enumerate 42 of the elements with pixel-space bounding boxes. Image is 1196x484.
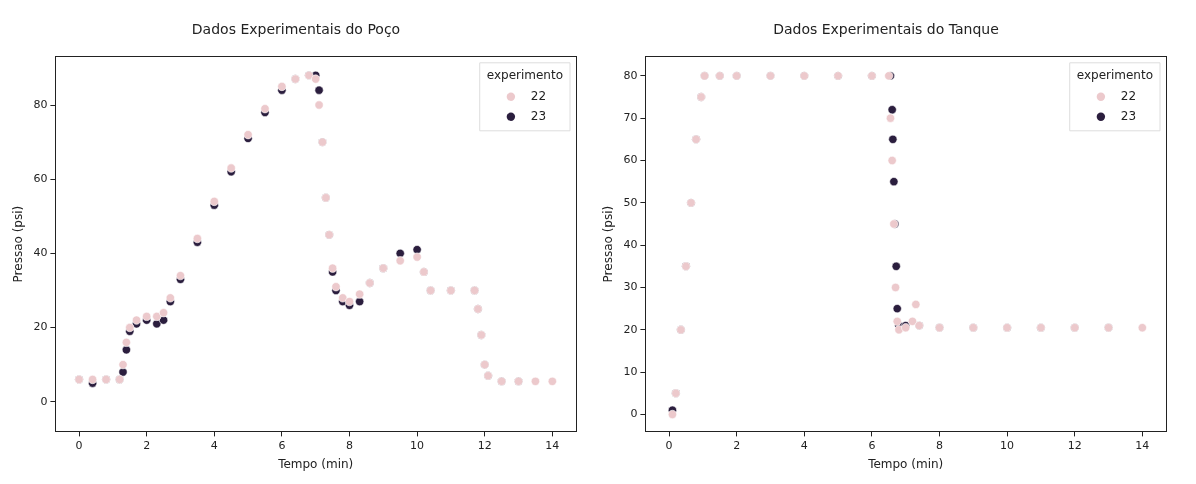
legend-title: experimento xyxy=(1076,67,1153,82)
x-tick-label: 6 xyxy=(278,438,286,452)
x-tick-label: 12 xyxy=(1067,438,1082,452)
x-tick-label: 2 xyxy=(143,438,151,452)
x-tick-label: 8 xyxy=(346,438,353,452)
x-tick-label: 10 xyxy=(1000,438,1015,452)
legend-title: experimento xyxy=(486,67,563,82)
legend-label: 22 xyxy=(530,88,547,103)
legend-label: 23 xyxy=(530,108,547,123)
x-tick-label: 0 xyxy=(75,438,83,452)
y-tick-label: 10 xyxy=(623,365,638,378)
x-tick-label: 10 xyxy=(410,438,425,452)
x-tick-label: 14 xyxy=(545,438,560,452)
y-tick-label: 0 xyxy=(40,394,48,408)
y-tick-label: 60 xyxy=(33,172,48,186)
x-tick-label: 12 xyxy=(477,438,492,452)
x-axis-title: Tempo (min) xyxy=(867,456,944,471)
y-tick-label: 80 xyxy=(623,68,638,82)
x-tick-label: 8 xyxy=(936,438,943,452)
y-tick-label: 40 xyxy=(623,238,638,252)
chart-title: Dados Experimentais do Poço xyxy=(191,21,401,38)
y-tick-label: 20 xyxy=(33,320,48,334)
x-tick-label: 4 xyxy=(800,438,808,452)
y-axis-title: Pressao (psi) xyxy=(11,205,26,283)
x-tick-label: 0 xyxy=(665,438,673,452)
x-tick-label: 4 xyxy=(210,438,218,452)
y-tick-label: 60 xyxy=(623,153,638,167)
y-tick-label: 80 xyxy=(33,97,48,111)
x-axis-title: Tempo (min) xyxy=(277,456,354,471)
y-tick-label: 20 xyxy=(623,322,638,336)
legend-label: 22 xyxy=(1120,88,1137,103)
y-tick-label: 30 xyxy=(623,280,638,294)
y-tick-label: 40 xyxy=(33,246,48,260)
y-tick-label: 0 xyxy=(630,407,638,421)
x-tick-label: 14 xyxy=(1135,438,1150,452)
y-axis-title: Pressao (psi) xyxy=(601,205,616,283)
chart-title: Dados Experimentais do Tanque xyxy=(773,21,999,38)
legend-label: 23 xyxy=(1120,108,1137,123)
x-tick-label: 2 xyxy=(733,438,741,452)
y-tick-label: 50 xyxy=(623,195,638,209)
x-tick-label: 6 xyxy=(868,438,876,452)
y-tick-label: 70 xyxy=(623,111,638,125)
